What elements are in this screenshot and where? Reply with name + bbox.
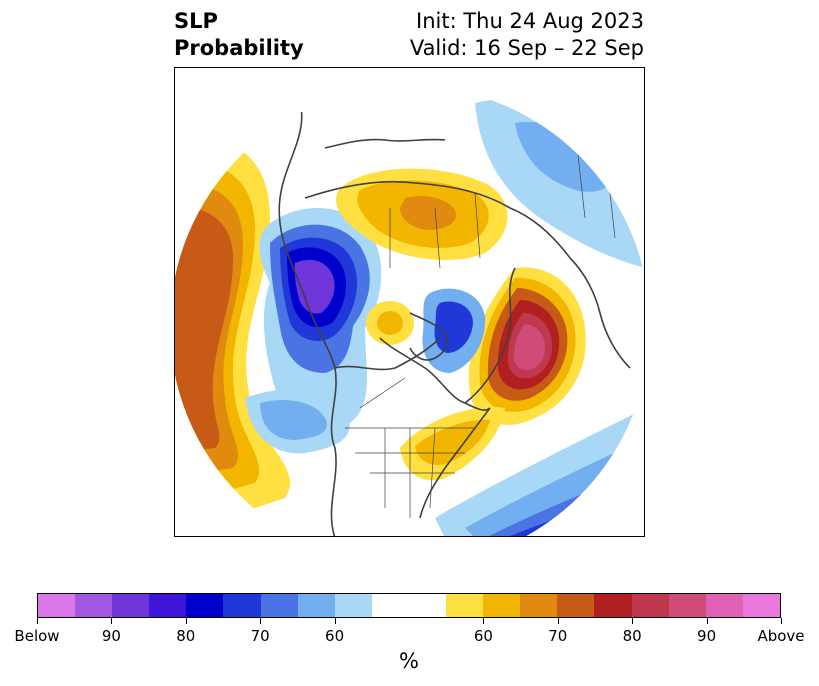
colorbar-tick-label: Below xyxy=(14,627,60,645)
colorbar-tick xyxy=(558,618,559,624)
colorbar-tick xyxy=(37,618,38,624)
colorbar-tick-label: 60 xyxy=(473,627,493,645)
colorbar-tick xyxy=(111,618,112,624)
variable-title: SLP xyxy=(174,9,218,33)
colorbar-cell xyxy=(631,594,669,617)
anomaly-north-atlantic xyxy=(468,267,586,425)
title-left: SLP Probability xyxy=(174,8,304,62)
colorbar-tick xyxy=(335,618,336,624)
colorbar-cell xyxy=(371,594,409,617)
init-date: Init: Thu 24 Aug 2023 xyxy=(416,9,644,33)
colorbar-cell xyxy=(408,594,447,617)
colorbar-cell xyxy=(186,594,224,617)
colorbar-cell xyxy=(483,594,521,617)
colorbar-cell xyxy=(742,594,780,617)
anomaly-east-pacific xyxy=(245,389,350,454)
colorbar-tick xyxy=(632,618,633,624)
colorbar-tick-label: 80 xyxy=(176,627,196,645)
valid-period: Valid: 16 Sep – 22 Sep xyxy=(409,36,644,60)
colorbar-cell xyxy=(705,594,743,617)
colorbar-cell xyxy=(520,594,558,617)
colorbar-cell xyxy=(149,594,187,617)
colorbar xyxy=(37,593,781,618)
colorbar-unit: % xyxy=(399,649,419,673)
colorbar-tick-label: 60 xyxy=(325,627,345,645)
anomaly-alaska-bering xyxy=(259,208,382,429)
coastlines xyxy=(278,87,631,536)
product-title: Probability xyxy=(174,36,304,60)
anomaly-siberia xyxy=(336,168,508,261)
probability-map xyxy=(174,67,645,537)
colorbar-cell xyxy=(446,594,484,617)
colorbar-tick xyxy=(260,618,261,624)
colorbar-cell xyxy=(260,594,298,617)
colorbar-tick-label: Above xyxy=(757,627,805,645)
colorbar-cell xyxy=(297,594,335,617)
colorbar-tick-label: 70 xyxy=(548,627,568,645)
colorbar-cell xyxy=(223,594,261,617)
colorbar-cell xyxy=(112,594,150,617)
colorbar-cell xyxy=(38,594,76,617)
anomaly-eastern-north-america xyxy=(400,407,505,481)
colorbar-cell xyxy=(668,594,706,617)
colorbar-tick-label: 90 xyxy=(101,627,121,645)
colorbar-tick-label: 70 xyxy=(250,627,270,645)
colorbar-cell xyxy=(594,594,632,617)
colorbar-tick xyxy=(781,618,782,624)
map-canvas xyxy=(175,86,644,536)
colorbar-cell xyxy=(557,594,595,617)
anomaly-arctic-ocean xyxy=(366,301,414,345)
title-right: Init: Thu 24 Aug 2023 Valid: 16 Sep – 22… xyxy=(410,8,644,62)
anomaly-canadian-arctic xyxy=(422,288,486,373)
colorbar-tick-label: 80 xyxy=(622,627,642,645)
colorbar-tick-label: 90 xyxy=(697,627,717,645)
colorbar-tick xyxy=(483,618,484,624)
colorbar-cell xyxy=(75,594,113,617)
colorbar-tick xyxy=(186,618,187,624)
colorbar-cell xyxy=(334,594,372,617)
colorbar-tick xyxy=(707,618,708,624)
